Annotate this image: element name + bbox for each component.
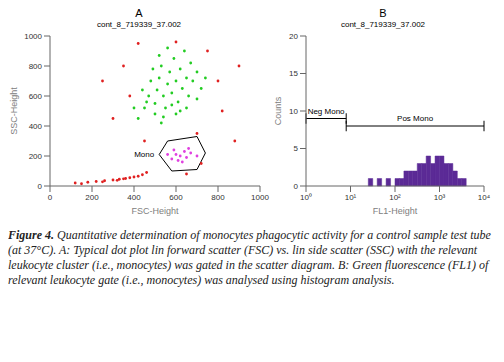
html-text:cont_8_719339_37.002: cont_8_719339_37.002 <box>341 20 425 29</box>
svg-text:Neg Mono: Neg Mono <box>308 107 345 116</box>
svg-text:0: 0 <box>38 182 43 191</box>
html-text:A: A <box>135 7 143 19</box>
svg-text:1000: 1000 <box>24 32 42 41</box>
svg-text:400: 400 <box>29 122 43 131</box>
svg-text:800: 800 <box>29 62 43 71</box>
svg-text:0: 0 <box>294 182 299 191</box>
html-text:cont_8_719339_37.002: cont_8_719339_37.002 <box>97 20 181 29</box>
svg-text:600: 600 <box>169 193 183 202</box>
svg-text:FL1-Height: FL1-Height <box>373 206 418 216</box>
svg-text:10: 10 <box>289 107 298 116</box>
svg-text:Pos Mono: Pos Mono <box>397 114 434 123</box>
svg-text:0: 0 <box>48 193 53 202</box>
svg-text:20: 20 <box>289 32 298 41</box>
html-text:Figure 4. Quantitative determi: Figure 4. Quantitative determination of … <box>8 228 491 287</box>
svg-text:600: 600 <box>29 92 43 101</box>
svg-text:15: 15 <box>289 69 298 78</box>
svg-text:SSC-Height: SSC-Height <box>9 87 19 135</box>
svg-text:5: 5 <box>294 144 299 153</box>
svg-text:Counts: Counts <box>273 96 283 125</box>
html-text:B: B <box>379 7 387 19</box>
svg-text:200: 200 <box>29 152 43 161</box>
svg-text:10⁰: 10⁰ <box>300 193 312 202</box>
svg-text:10²: 10² <box>389 193 401 202</box>
svg-text:10⁴: 10⁴ <box>478 193 491 202</box>
svg-text:10³: 10³ <box>434 193 446 202</box>
svg-text:FSC-Height: FSC-Height <box>131 206 179 216</box>
svg-text:800: 800 <box>211 193 225 202</box>
svg-text:10¹: 10¹ <box>345 193 357 202</box>
svg-text:Mono: Mono <box>134 150 155 159</box>
svg-text:1000: 1000 <box>251 193 269 202</box>
svg-text:400: 400 <box>127 193 141 202</box>
svg-text:200: 200 <box>85 193 99 202</box>
